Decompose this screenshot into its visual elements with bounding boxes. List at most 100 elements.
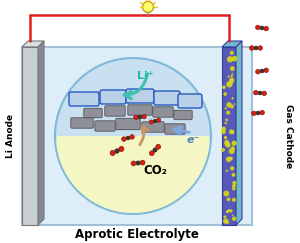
Circle shape	[131, 161, 136, 166]
FancyBboxPatch shape	[174, 110, 192, 120]
Circle shape	[230, 51, 234, 55]
Circle shape	[222, 86, 226, 89]
Circle shape	[229, 148, 235, 154]
Circle shape	[230, 146, 235, 151]
Circle shape	[229, 78, 234, 83]
Circle shape	[229, 80, 233, 85]
FancyBboxPatch shape	[105, 106, 125, 116]
Circle shape	[258, 46, 262, 50]
Circle shape	[140, 160, 145, 165]
Circle shape	[225, 119, 228, 121]
Circle shape	[136, 161, 140, 165]
Circle shape	[231, 130, 235, 134]
Circle shape	[262, 91, 266, 96]
Circle shape	[156, 144, 161, 149]
FancyBboxPatch shape	[84, 108, 102, 118]
Circle shape	[232, 187, 236, 191]
Circle shape	[226, 210, 229, 213]
Circle shape	[142, 114, 146, 119]
Polygon shape	[236, 41, 242, 225]
Circle shape	[256, 111, 260, 115]
Circle shape	[231, 97, 234, 99]
Circle shape	[55, 58, 211, 214]
Circle shape	[230, 166, 234, 171]
Circle shape	[153, 119, 157, 123]
Text: e⁻: e⁻	[186, 135, 200, 145]
Circle shape	[149, 120, 153, 124]
FancyBboxPatch shape	[142, 122, 164, 132]
Circle shape	[224, 92, 227, 96]
Circle shape	[226, 211, 229, 213]
Circle shape	[256, 25, 260, 30]
Circle shape	[232, 198, 236, 202]
Text: Li⁺: Li⁺	[137, 71, 153, 81]
Circle shape	[227, 198, 230, 201]
Text: Li Anode: Li Anode	[7, 114, 16, 158]
Circle shape	[232, 140, 237, 146]
Circle shape	[224, 140, 229, 145]
Circle shape	[254, 46, 258, 50]
Circle shape	[258, 91, 262, 95]
Circle shape	[230, 105, 234, 109]
Circle shape	[226, 102, 232, 108]
Circle shape	[223, 218, 229, 224]
Circle shape	[142, 1, 154, 12]
FancyArrowPatch shape	[124, 74, 148, 99]
Circle shape	[226, 156, 232, 162]
Circle shape	[226, 81, 232, 87]
Circle shape	[224, 136, 227, 139]
Circle shape	[232, 181, 236, 185]
Circle shape	[149, 151, 154, 156]
Circle shape	[226, 111, 230, 115]
Circle shape	[232, 73, 233, 75]
Circle shape	[232, 217, 236, 221]
Text: Gas Cathode: Gas Cathode	[284, 104, 293, 168]
FancyBboxPatch shape	[95, 121, 115, 131]
Polygon shape	[222, 47, 236, 225]
Circle shape	[221, 127, 226, 131]
Circle shape	[230, 66, 235, 71]
Circle shape	[130, 135, 134, 139]
Text: Aprotic Electrolyte: Aprotic Electrolyte	[75, 227, 199, 241]
Polygon shape	[22, 47, 38, 225]
FancyBboxPatch shape	[165, 124, 185, 134]
Circle shape	[250, 46, 254, 50]
Circle shape	[122, 137, 126, 141]
Circle shape	[119, 146, 124, 152]
Circle shape	[232, 59, 233, 61]
Circle shape	[228, 209, 230, 212]
Circle shape	[115, 149, 119, 153]
Circle shape	[260, 110, 265, 115]
Circle shape	[232, 214, 233, 216]
Circle shape	[226, 170, 228, 172]
Circle shape	[256, 69, 260, 74]
FancyArrowPatch shape	[140, 126, 148, 145]
Polygon shape	[22, 41, 44, 47]
FancyBboxPatch shape	[128, 105, 152, 115]
FancyBboxPatch shape	[116, 118, 140, 130]
Circle shape	[232, 56, 237, 61]
Circle shape	[225, 143, 228, 146]
Circle shape	[225, 142, 231, 148]
FancyBboxPatch shape	[71, 118, 93, 128]
Text: CO₂: CO₂	[143, 165, 167, 177]
Polygon shape	[38, 41, 44, 225]
Circle shape	[221, 148, 225, 152]
Circle shape	[260, 69, 264, 73]
FancyBboxPatch shape	[178, 94, 202, 108]
Circle shape	[229, 129, 234, 134]
Circle shape	[232, 184, 236, 188]
Circle shape	[254, 90, 258, 95]
Circle shape	[224, 122, 227, 124]
Circle shape	[251, 111, 256, 116]
Circle shape	[226, 198, 230, 201]
Circle shape	[224, 191, 229, 197]
Circle shape	[229, 157, 233, 160]
Polygon shape	[222, 41, 242, 47]
Circle shape	[225, 107, 227, 109]
FancyBboxPatch shape	[153, 107, 173, 117]
Circle shape	[126, 136, 130, 140]
FancyBboxPatch shape	[126, 89, 154, 103]
Circle shape	[138, 115, 142, 119]
Circle shape	[157, 118, 161, 122]
